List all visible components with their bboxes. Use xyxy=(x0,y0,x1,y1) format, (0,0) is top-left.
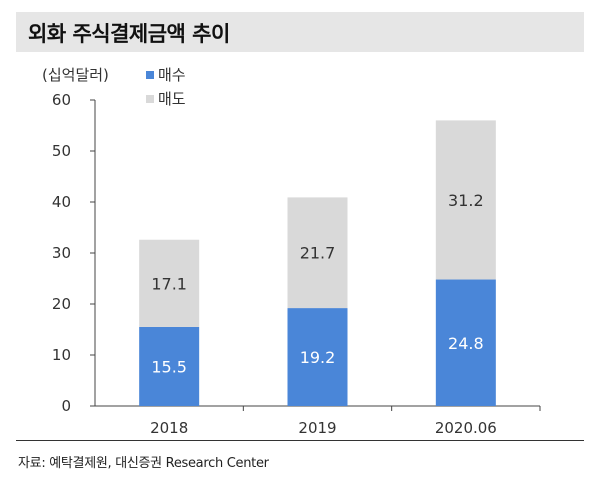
y-tick-label: 50 xyxy=(52,142,71,160)
data-label: 21.7 xyxy=(300,244,336,263)
source-note: 자료: 예탁결제원, 대신증권 Research Center xyxy=(18,456,269,471)
bar-buy-1 xyxy=(287,308,348,406)
unit-label: (십억달러) xyxy=(42,66,109,84)
y-tick-label: 40 xyxy=(52,193,71,211)
y-tick-label: 0 xyxy=(61,397,71,415)
data-label: 24.8 xyxy=(448,334,484,353)
legend-swatch xyxy=(146,71,154,79)
bar-sell-1 xyxy=(287,197,348,309)
bar-buy-2 xyxy=(435,279,496,406)
legend-label: 매도 xyxy=(158,90,186,108)
bar-sell-0 xyxy=(139,239,200,327)
chart-title: 외화 주식결제금액 추이 xyxy=(28,22,230,46)
x-tick-label: 2018 xyxy=(150,419,188,437)
data-label: 15.5 xyxy=(151,357,187,376)
x-tick-label: 2019 xyxy=(298,419,336,437)
data-label: 31.2 xyxy=(448,191,484,210)
data-label: 17.1 xyxy=(151,274,187,293)
data-label: 19.2 xyxy=(300,348,336,367)
source-divider xyxy=(16,440,584,441)
stacked-bar-chart: 0 10 20 30 40 50 60 2018 2019 2020.06 15.5 17.1 19.… xyxy=(42,66,541,437)
y-tick-label: 10 xyxy=(52,346,71,364)
y-tick-label: 20 xyxy=(52,295,71,313)
chart-bars: 15.5 17.1 19.2 21.7 24.8 31.2 xyxy=(139,120,496,406)
title-bar: 외화 주식결제금액 추이 xyxy=(16,12,584,52)
y-tick-label: 30 xyxy=(52,244,71,262)
y-tick-label: 60 xyxy=(52,91,71,109)
legend-label: 매수 xyxy=(158,66,186,84)
bar-sell-2 xyxy=(435,120,496,280)
legend-swatch xyxy=(146,95,154,103)
bar-buy-0 xyxy=(139,326,200,406)
x-tick-label: 2020.06 xyxy=(435,419,497,437)
